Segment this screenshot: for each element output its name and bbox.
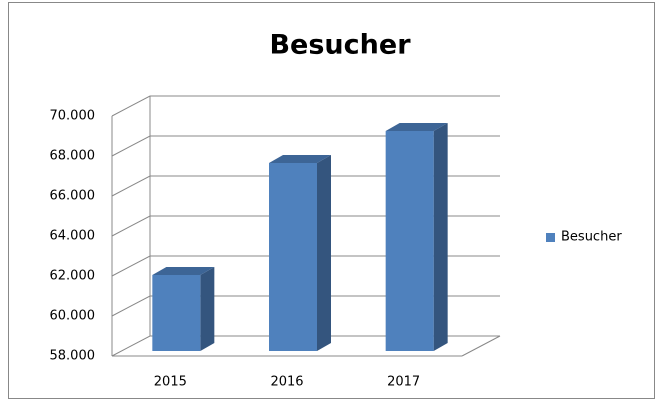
y-tick-label: 58.000 bbox=[50, 349, 96, 364]
bar-top bbox=[152, 267, 215, 275]
bar-front bbox=[269, 163, 317, 351]
y-tick-label: 68.000 bbox=[50, 149, 96, 164]
axis-line bbox=[461, 335, 501, 357]
x-tick-label: 2015 bbox=[154, 375, 187, 390]
bar bbox=[269, 155, 331, 351]
y-tick-label: 62.000 bbox=[50, 269, 96, 284]
grid-line bbox=[111, 255, 500, 277]
bar-side bbox=[433, 123, 448, 351]
x-tick-label: 2016 bbox=[270, 375, 303, 390]
legend-swatch bbox=[546, 233, 555, 242]
y-tick-label: 64.000 bbox=[50, 229, 96, 244]
grid-line bbox=[111, 95, 500, 117]
bar-front bbox=[152, 275, 201, 351]
grid-line bbox=[111, 335, 500, 357]
legend-label: Besucher bbox=[561, 230, 622, 245]
y-tick-label: 66.000 bbox=[50, 189, 96, 204]
bar-side bbox=[200, 267, 215, 351]
bar bbox=[385, 123, 448, 351]
x-tick-label: 2017 bbox=[387, 375, 420, 390]
bar-top bbox=[385, 123, 448, 131]
bar-top bbox=[269, 155, 331, 163]
bar bbox=[152, 267, 215, 351]
chart-title: Besucher bbox=[269, 30, 411, 61]
grid-line bbox=[111, 135, 500, 157]
chart-frame bbox=[8, 2, 655, 399]
grid-line bbox=[111, 295, 500, 317]
y-tick-label: 70.000 bbox=[50, 109, 96, 124]
y-tick-label: 60.000 bbox=[50, 309, 96, 324]
grid-line bbox=[111, 215, 500, 237]
grid-line bbox=[111, 175, 500, 197]
bar-front bbox=[385, 131, 434, 351]
bar-side bbox=[317, 155, 331, 351]
